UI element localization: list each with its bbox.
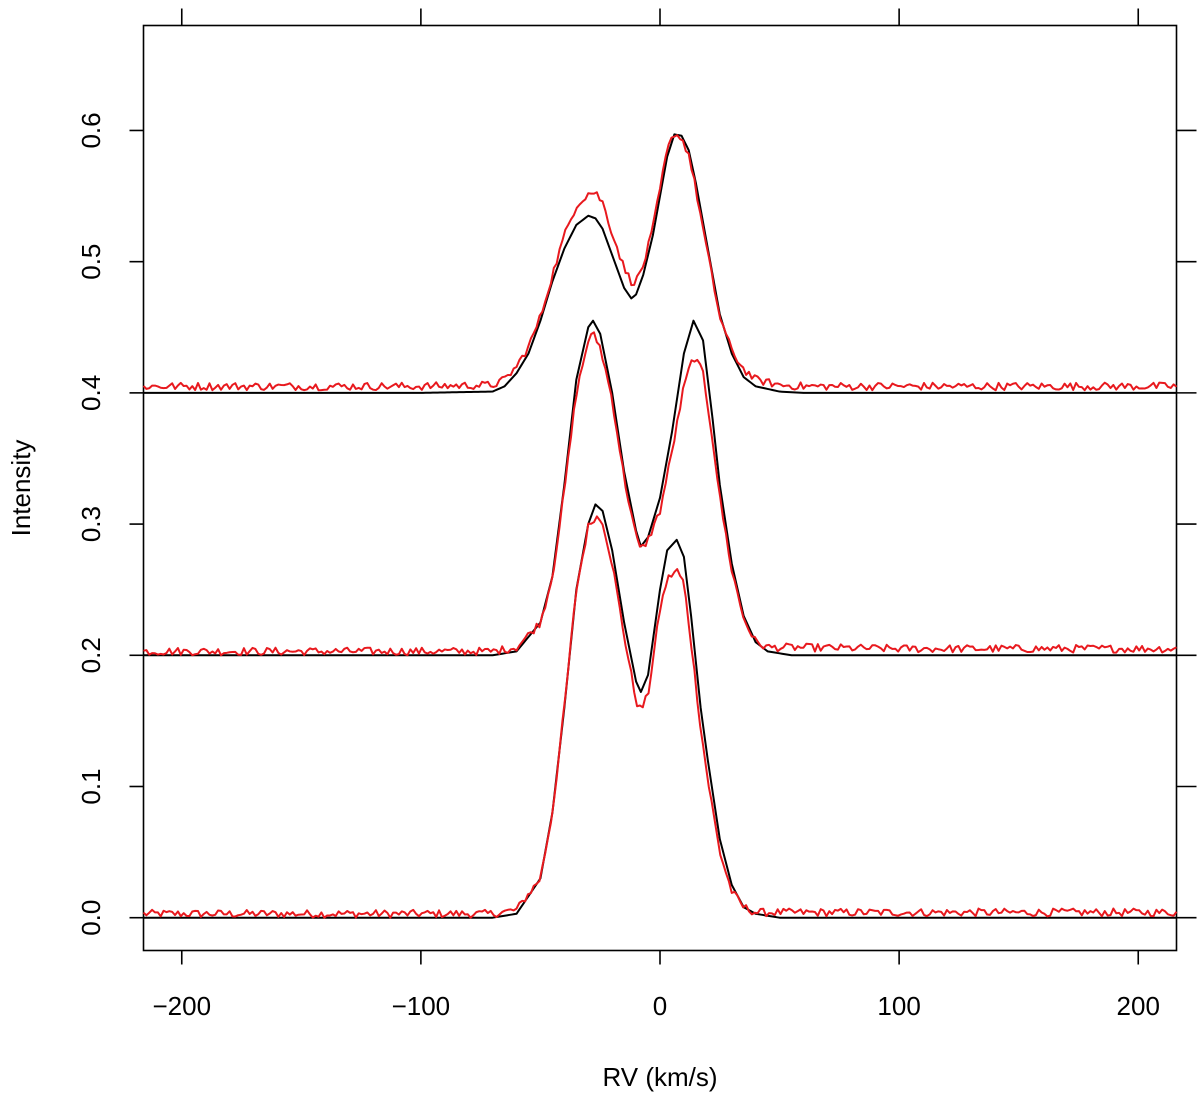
series-layer <box>142 133 1178 919</box>
plot-frame <box>142 24 1178 952</box>
y-tick-label: 0.6 <box>76 112 106 148</box>
y-tick-label: 0.0 <box>76 900 106 936</box>
y-axis: 0.0 0.1 0.2 0.3 0.4 0.5 0.6 <box>76 112 1197 936</box>
y-tick-label: 0.3 <box>76 506 106 542</box>
y-axis-label: Intensity <box>6 440 36 537</box>
x-tick-label: −100 <box>392 991 451 1021</box>
y-tick-label: 0.4 <box>76 375 106 411</box>
observed-profile-line <box>142 515 1178 919</box>
model-profile-line <box>143 133 1177 394</box>
x-tick-label: 200 <box>1117 991 1160 1021</box>
x-axis-label: RV (km/s) <box>602 1062 717 1092</box>
y-tick-label: 0.2 <box>76 637 106 673</box>
y-tick-label: 0.1 <box>76 768 106 804</box>
model-profile-line <box>143 319 1177 657</box>
x-tick-label: −200 <box>152 991 211 1021</box>
x-axis: −200 −100 0 100 200 <box>152 8 1160 1021</box>
observed-profile-line <box>142 134 1178 392</box>
y-tick-label: 0.5 <box>76 244 106 280</box>
x-tick-label: 0 <box>653 991 667 1021</box>
x-tick-label: 100 <box>877 991 920 1021</box>
observed-profile-line <box>143 331 1177 657</box>
model-profile-line <box>143 503 1177 919</box>
